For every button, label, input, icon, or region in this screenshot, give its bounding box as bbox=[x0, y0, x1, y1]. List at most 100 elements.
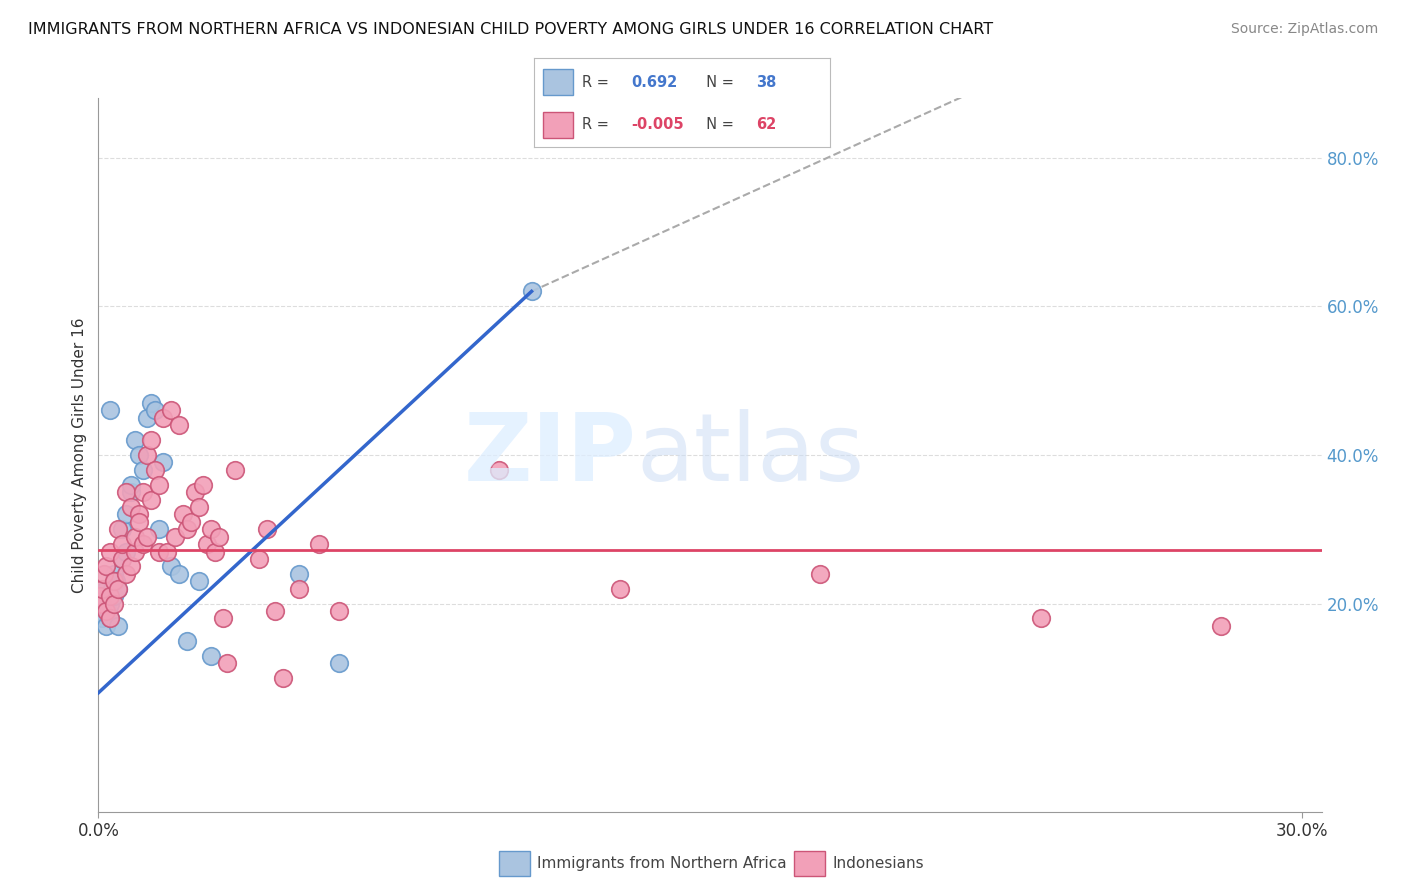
Point bbox=[100, 544, 122, 558]
Point bbox=[135, 410, 157, 425]
Point bbox=[100, 597, 122, 611]
Point bbox=[195, 537, 218, 551]
Point bbox=[120, 500, 142, 514]
Point bbox=[103, 574, 125, 589]
Point bbox=[183, 485, 205, 500]
Text: 38: 38 bbox=[756, 75, 776, 89]
Text: IMMIGRANTS FROM NORTHERN AFRICA VS INDONESIAN CHILD POVERTY AMONG GIRLS UNDER 16: IMMIGRANTS FROM NORTHERN AFRICA VS INDON… bbox=[28, 22, 993, 37]
Text: Source: ZipAtlas.com: Source: ZipAtlas.com bbox=[1230, 22, 1378, 37]
Point bbox=[200, 522, 222, 536]
Point bbox=[187, 500, 209, 514]
Point bbox=[103, 597, 125, 611]
Text: R =: R = bbox=[582, 75, 613, 89]
Point bbox=[120, 485, 142, 500]
Point bbox=[148, 522, 170, 536]
Point bbox=[167, 566, 190, 581]
Point bbox=[120, 477, 142, 491]
Point bbox=[143, 463, 166, 477]
Point bbox=[131, 537, 153, 551]
Point bbox=[256, 522, 278, 536]
Point bbox=[89, 589, 111, 603]
Point bbox=[107, 522, 129, 536]
Point bbox=[100, 589, 122, 603]
Text: -0.005: -0.005 bbox=[631, 118, 685, 132]
Point bbox=[124, 433, 146, 447]
Point bbox=[100, 403, 122, 417]
Point bbox=[139, 433, 162, 447]
Point bbox=[172, 508, 194, 522]
Point bbox=[115, 485, 138, 500]
Point bbox=[139, 396, 162, 410]
Point bbox=[139, 492, 162, 507]
Point bbox=[115, 508, 138, 522]
Point bbox=[128, 448, 150, 462]
Point bbox=[148, 477, 170, 491]
Point bbox=[200, 648, 222, 663]
Point bbox=[128, 508, 150, 522]
Text: Immigrants from Northern Africa: Immigrants from Northern Africa bbox=[537, 856, 787, 871]
Point bbox=[124, 544, 146, 558]
Point bbox=[488, 463, 510, 477]
Point bbox=[135, 530, 157, 544]
Text: 62: 62 bbox=[756, 118, 776, 132]
Point bbox=[89, 604, 111, 618]
Point bbox=[808, 566, 831, 581]
Point bbox=[224, 463, 246, 477]
Text: N =: N = bbox=[697, 75, 738, 89]
Point bbox=[120, 559, 142, 574]
Point bbox=[148, 544, 170, 558]
Point bbox=[520, 285, 543, 299]
Point bbox=[187, 574, 209, 589]
Point bbox=[96, 619, 118, 633]
Point bbox=[103, 589, 125, 603]
Point bbox=[97, 604, 120, 618]
Point bbox=[609, 582, 631, 596]
Point bbox=[264, 604, 287, 618]
Text: 0.692: 0.692 bbox=[631, 75, 678, 89]
Point bbox=[204, 544, 226, 558]
Point bbox=[247, 552, 270, 566]
Point bbox=[101, 582, 124, 596]
Point bbox=[91, 611, 114, 625]
Point bbox=[91, 582, 114, 596]
Point bbox=[111, 552, 134, 566]
Point bbox=[271, 671, 294, 685]
Point bbox=[308, 537, 330, 551]
Point bbox=[105, 574, 128, 589]
Point bbox=[176, 522, 198, 536]
Point bbox=[328, 604, 350, 618]
Point bbox=[152, 455, 174, 469]
Point bbox=[215, 656, 238, 670]
Point bbox=[111, 522, 134, 536]
Point bbox=[328, 656, 350, 670]
Point bbox=[107, 582, 129, 596]
Text: ZIP: ZIP bbox=[464, 409, 637, 501]
Point bbox=[115, 544, 138, 558]
Point bbox=[111, 537, 134, 551]
Point bbox=[143, 403, 166, 417]
Point bbox=[159, 403, 181, 417]
Point bbox=[288, 566, 311, 581]
Bar bbox=[543, 69, 572, 95]
Text: Indonesians: Indonesians bbox=[832, 856, 924, 871]
Point bbox=[288, 582, 311, 596]
Point bbox=[211, 611, 233, 625]
Text: N =: N = bbox=[697, 118, 738, 132]
Point bbox=[103, 566, 125, 581]
Point bbox=[159, 559, 181, 574]
Point bbox=[131, 485, 153, 500]
Bar bbox=[543, 112, 572, 138]
Point bbox=[107, 582, 129, 596]
Point bbox=[167, 418, 190, 433]
Text: R =: R = bbox=[582, 118, 613, 132]
Point bbox=[128, 515, 150, 529]
Point bbox=[191, 477, 214, 491]
Point bbox=[1029, 611, 1052, 625]
Text: atlas: atlas bbox=[637, 409, 865, 501]
Point bbox=[96, 604, 118, 618]
Point bbox=[163, 530, 186, 544]
Point bbox=[100, 611, 122, 625]
Point bbox=[111, 552, 134, 566]
Point bbox=[155, 544, 177, 558]
Point bbox=[180, 515, 202, 529]
